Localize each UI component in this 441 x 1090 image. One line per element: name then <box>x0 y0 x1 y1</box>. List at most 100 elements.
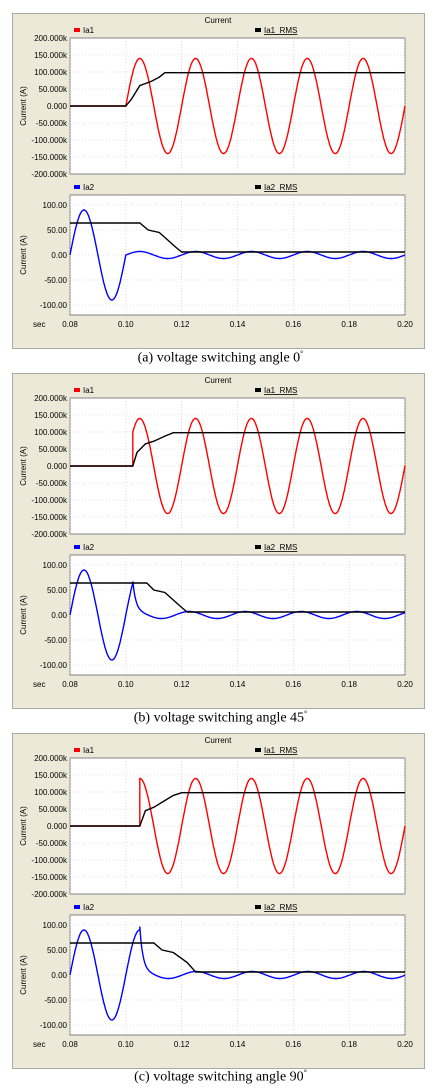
y-tick-top-2-7: -150.000k <box>31 873 68 882</box>
y-tick-top-2-8: -200.000k <box>31 890 68 899</box>
x-tick-2-2: 0.12 <box>174 1040 190 1049</box>
caption-prefix-a: (a) <box>137 350 154 366</box>
y-tick-top-1-7: -150.000k <box>31 513 68 522</box>
legend-ia1-1: Ia1 <box>83 386 95 395</box>
caption-text-c: voltage switching angle 90 <box>153 1069 304 1085</box>
y-tick-bottom-2-0: 100.00 <box>43 921 68 930</box>
y-tick-top-2-1: 150.000k <box>34 771 68 780</box>
x-tick-1-0: 0.08 <box>62 680 78 689</box>
caption-degree-b: ° <box>304 709 308 718</box>
caption-prefix-b: (b) <box>133 710 151 726</box>
y-tick-top-0-7: -150.000k <box>31 153 68 162</box>
y-tick-bottom-0-3: -50.00 <box>44 276 67 285</box>
legend-ia2_rms-1: Ia2_RMS <box>264 543 297 552</box>
legend-ia1-0: Ia1 <box>83 26 95 35</box>
y-tick-top-0-3: 50.000k <box>39 85 68 94</box>
y-tick-bottom-0-4: -100.00 <box>40 301 68 310</box>
title-bar-1 <box>13 374 424 386</box>
legend-swatch-ia2_rms-2 <box>255 905 261 909</box>
x-tick-0-6: 0.20 <box>397 320 413 329</box>
x-unit-2: sec <box>33 1040 45 1049</box>
legend-ia2_rms-0: Ia2_RMS <box>264 183 297 192</box>
y-tick-top-1-8: -200.000k <box>31 530 68 539</box>
x-tick-2-4: 0.16 <box>286 1040 302 1049</box>
chart-svg-c: Current 200.000k 150.000k 100.000k 50.000k 0.… <box>13 734 424 1049</box>
y-tick-bottom-2-1: 50.00 <box>47 946 68 955</box>
x-tick-2-6: 0.20 <box>397 1040 413 1049</box>
y-tick-bottom-0-1: 50.00 <box>47 226 68 235</box>
chart-panel-a: Current 200.000k 150.000k 100.000k 50.000k 0.… <box>12 13 425 349</box>
line-ia1-rms-1 <box>70 432 405 467</box>
x-tick-0-4: 0.16 <box>286 320 302 329</box>
caption-degree-c: ° <box>303 1068 307 1077</box>
y-label-bottom-0: Current (A) <box>19 235 28 275</box>
y-tick-top-1-6: -100.000k <box>31 496 68 505</box>
y-label-bottom-2: Current (A) <box>19 955 28 995</box>
y-tick-bottom-0-0: 100.00 <box>43 201 68 210</box>
y-tick-top-1-3: 50.000k <box>39 445 68 454</box>
y-tick-bottom-1-2: 0.00 <box>51 611 67 620</box>
y-tick-bottom-1-4: -100.00 <box>40 661 68 670</box>
y-tick-top-1-5: -50.000k <box>36 479 68 488</box>
line-ia1-1 <box>70 417 406 515</box>
line-ia2-1 <box>69 569 406 661</box>
line-ia1-2 <box>70 777 406 875</box>
x-unit-1: sec <box>33 680 45 689</box>
caption-c: (c) voltage switching angle 90° <box>0 1068 441 1086</box>
y-tick-top-1-1: 150.000k <box>34 411 68 420</box>
legend-swatch-ia1-1 <box>74 388 80 392</box>
x-tick-0-1: 0.10 <box>118 320 134 329</box>
legend-swatch-ia1_rms-2 <box>255 748 261 752</box>
legend-swatch-ia1-0 <box>74 28 80 32</box>
y-tick-top-1-0: 200.000k <box>34 394 68 403</box>
y-tick-top-0-4: 0.000 <box>47 102 68 111</box>
caption-degree-a: ° <box>300 349 304 358</box>
window-title-1: Current <box>205 376 232 385</box>
line-ia1-rms-2 <box>70 792 405 827</box>
y-tick-top-2-2: 100.000k <box>34 788 68 797</box>
chart-svg-b: Current 200.000k 150.000k 100.000k 50.000k 0.… <box>13 374 424 689</box>
y-tick-top-0-5: -50.000k <box>36 119 68 128</box>
x-tick-1-3: 0.14 <box>230 680 246 689</box>
y-tick-top-2-5: -50.000k <box>36 839 68 848</box>
y-tick-top-0-6: -100.000k <box>31 136 68 145</box>
legend-swatch-ia1_rms-0 <box>255 28 261 32</box>
y-tick-bottom-1-1: 50.00 <box>47 586 68 595</box>
legend-swatch-ia1_rms-1 <box>255 388 261 392</box>
x-tick-1-1: 0.10 <box>118 680 134 689</box>
caption-b: (b) voltage switching angle 45° <box>0 709 441 727</box>
x-tick-2-5: 0.18 <box>341 1040 357 1049</box>
legend-ia1_rms-2: Ia1_RMS <box>264 746 297 755</box>
x-tick-2-1: 0.10 <box>118 1040 134 1049</box>
y-tick-bottom-1-3: -50.00 <box>44 636 67 645</box>
y-tick-bottom-2-3: -50.00 <box>44 996 67 1005</box>
line-ia1-0 <box>70 57 406 155</box>
line-ia2-rms-2 <box>70 942 405 973</box>
x-tick-0-3: 0.14 <box>230 320 246 329</box>
line-ia2-2 <box>69 926 406 1021</box>
x-tick-1-6: 0.20 <box>397 680 413 689</box>
legend-ia1_rms-1: Ia1_RMS <box>264 386 297 395</box>
line-ia2-rms-0 <box>70 222 405 253</box>
y-tick-top-0-2: 100.000k <box>34 68 68 77</box>
y-label-top-0: Current (A) <box>19 86 28 126</box>
legend-swatch-ia2_rms-1 <box>255 545 261 549</box>
x-tick-1-4: 0.16 <box>286 680 302 689</box>
legend-swatch-ia2-0 <box>74 185 80 189</box>
caption-text-b: voltage switching angle 45 <box>153 710 305 726</box>
title-bar-2 <box>13 734 424 746</box>
legend-swatch-ia2_rms-0 <box>255 185 261 189</box>
line-ia1-rms-0 <box>70 72 405 107</box>
x-tick-0-5: 0.18 <box>341 320 357 329</box>
y-tick-top-2-3: 50.000k <box>39 805 68 814</box>
y-tick-top-0-0: 200.000k <box>34 34 68 43</box>
y-tick-top-0-1: 150.000k <box>34 51 68 60</box>
y-tick-top-0-8: -200.000k <box>31 170 68 179</box>
y-tick-top-1-4: 0.000 <box>47 462 68 471</box>
y-label-top-1: Current (A) <box>19 446 28 486</box>
legend-ia2-0: Ia2 <box>83 183 95 192</box>
line-ia2-rms-1 <box>70 582 405 613</box>
x-unit-0: sec <box>33 320 45 329</box>
y-label-top-2: Current (A) <box>19 806 28 846</box>
y-tick-top-1-2: 100.000k <box>34 428 68 437</box>
